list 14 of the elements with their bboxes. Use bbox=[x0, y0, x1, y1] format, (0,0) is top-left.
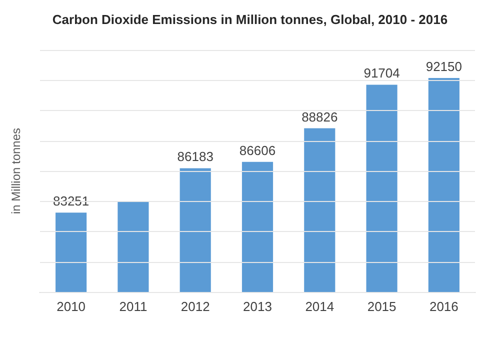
x-tick-label: 2013 bbox=[243, 299, 272, 314]
data-label: 86183 bbox=[177, 149, 214, 164]
x-tick-label: 2012 bbox=[180, 299, 210, 314]
data-label: 92150 bbox=[426, 58, 462, 74]
y-axis-title: in Million tonnes bbox=[9, 128, 23, 214]
x-tick-label: 2016 bbox=[429, 299, 458, 314]
data-label: 88826 bbox=[302, 109, 338, 124]
x-tick-label: 2010 bbox=[56, 299, 86, 314]
data-label: 91704 bbox=[364, 66, 400, 81]
x-tick-label: 2015 bbox=[367, 299, 396, 314]
chart-title: Carbon Dioxide Emissions in Million tonnes, Global, 2010 - 2016 bbox=[52, 12, 448, 27]
x-tick-label: 2011 bbox=[119, 299, 148, 314]
data-label: 86606 bbox=[239, 142, 276, 158]
x-tick-label: 2014 bbox=[305, 299, 334, 314]
